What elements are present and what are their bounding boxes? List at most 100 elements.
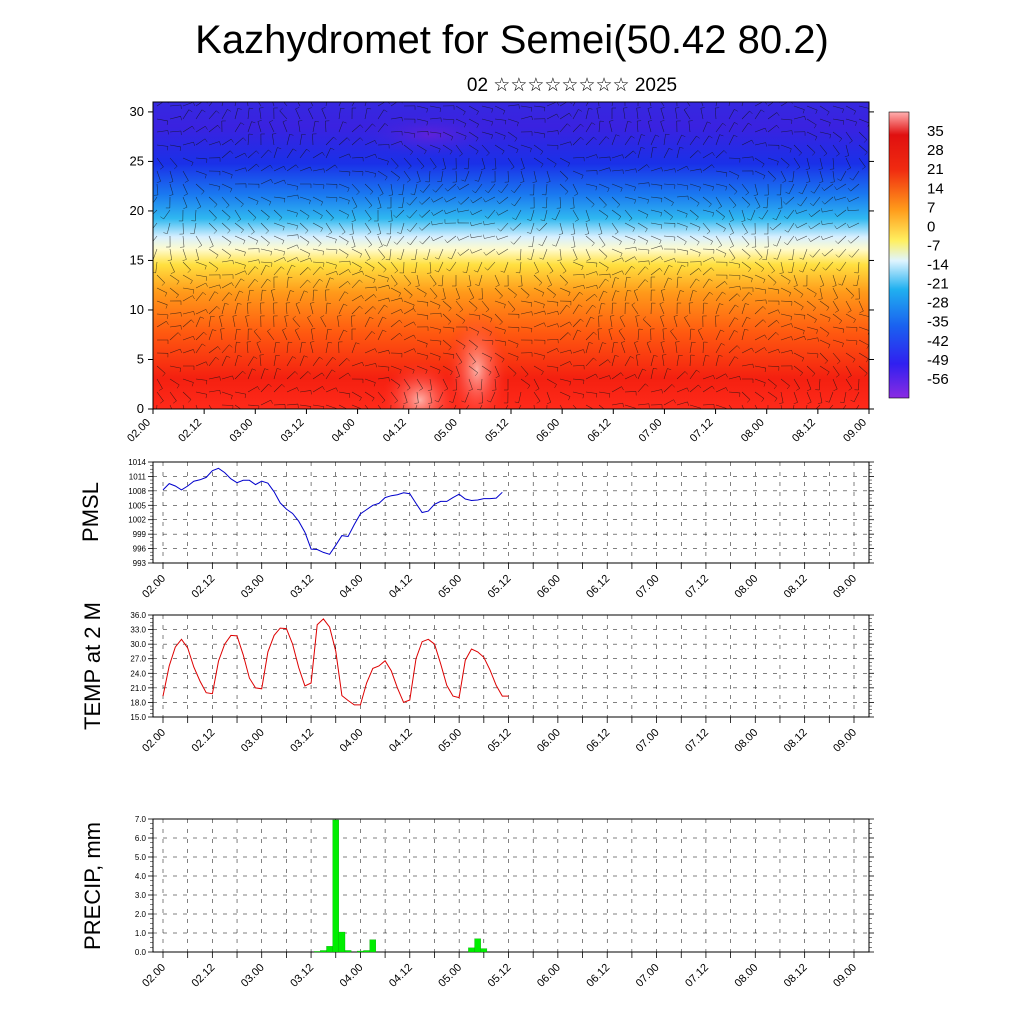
wind-barb <box>715 150 725 159</box>
wind-barb <box>337 316 340 328</box>
wind-barb-flag <box>483 251 487 256</box>
wind-barb-flag <box>191 382 194 387</box>
wind-barb <box>260 278 268 289</box>
wind-barb <box>767 287 779 291</box>
wind-barb <box>559 157 570 164</box>
wind-barb-flag <box>608 328 613 330</box>
wind-barb <box>401 196 405 208</box>
wind-barb <box>715 343 722 354</box>
wind-barb <box>559 349 571 354</box>
wind-barb-flag <box>834 186 837 190</box>
wind-barb <box>260 399 271 406</box>
wind-barb <box>156 130 168 133</box>
wind-barb <box>377 102 386 107</box>
wind-barb-flag <box>679 147 684 149</box>
wind-barb-flag <box>174 166 178 170</box>
wind-barb <box>325 235 337 240</box>
wind-barb-flag <box>206 102 208 104</box>
wind-barb <box>208 141 220 146</box>
wind-barb-flag <box>761 398 765 402</box>
wind-barb-flag <box>764 334 767 339</box>
wind-barb-flag <box>634 374 637 379</box>
wind-barb <box>544 209 548 221</box>
wind-barb <box>546 274 552 286</box>
wind-barb-flag <box>708 203 712 208</box>
wind-barb-flag <box>798 191 803 195</box>
wind-barb <box>442 378 449 390</box>
y-tick-label: 996 <box>133 545 147 554</box>
page-subtitle: 02 ☆☆☆☆☆☆☆☆ 2025 <box>466 75 678 96</box>
wind-barb <box>494 300 506 305</box>
wind-barb <box>351 391 362 398</box>
wind-barb <box>409 196 418 206</box>
wind-barb-flag <box>553 294 556 299</box>
wind-barb <box>793 352 804 359</box>
wind-barb <box>802 261 808 273</box>
wind-barb <box>832 339 844 344</box>
wind-barb <box>659 303 665 315</box>
wind-barb <box>403 334 414 341</box>
wind-barb <box>767 124 777 133</box>
wind-barb <box>458 235 470 241</box>
wind-barb-flag <box>614 355 619 357</box>
wind-barb <box>299 134 303 146</box>
wind-barb <box>676 264 683 276</box>
wind-barb <box>819 365 830 373</box>
wind-barb-flag <box>809 254 813 258</box>
x-tick-label: 07.00 <box>634 727 662 755</box>
wind-barb <box>559 196 562 208</box>
wind-barb-flag <box>371 267 375 272</box>
colorbar-label: -49 <box>927 352 949 369</box>
wind-barb <box>611 355 616 367</box>
wind-barb-flag <box>243 240 246 245</box>
wind-barb-flag <box>167 259 172 261</box>
wind-barb-flag <box>622 154 624 159</box>
wind-barb-flag <box>661 389 663 394</box>
wind-barb-flag <box>615 290 620 293</box>
wind-barb <box>468 365 478 373</box>
wind-barb-flag <box>786 165 790 169</box>
wind-barb <box>611 102 614 107</box>
wind-barb <box>611 154 623 159</box>
panel-frame <box>152 614 870 718</box>
wind-barb <box>432 235 444 242</box>
wind-barb-flag <box>842 120 845 125</box>
wind-barb <box>481 105 493 109</box>
wind-barb-flag <box>809 203 814 206</box>
wind-barb <box>195 316 201 328</box>
wind-barb <box>572 391 584 395</box>
wind-barb <box>468 300 478 309</box>
wind-barb <box>702 209 714 213</box>
wind-barb-flag <box>531 116 533 121</box>
wind-barb <box>195 125 206 133</box>
wind-barb <box>741 209 746 221</box>
wind-barb <box>754 142 766 146</box>
wind-barb-flag <box>594 410 596 413</box>
wind-barb-flag <box>557 311 559 316</box>
wind-barb-flag <box>499 295 503 299</box>
wind-barb <box>312 386 323 393</box>
wind-barb <box>247 259 259 263</box>
wind-barb-flag <box>763 279 766 284</box>
wind-barb-flag <box>253 328 258 332</box>
wind-barb-flag <box>634 289 639 291</box>
wind-barb <box>845 313 856 320</box>
wind-barb-flag <box>388 194 393 196</box>
wind-barb <box>598 121 601 133</box>
wind-barb <box>494 313 503 323</box>
wind-barb <box>449 261 457 272</box>
wind-barb <box>258 102 262 107</box>
wind-barb <box>776 235 782 247</box>
wind-barb-flag <box>565 191 569 195</box>
wind-barb-flag <box>859 310 864 313</box>
heat-y-tick-label: 25 <box>130 153 144 168</box>
wind-barb <box>292 318 301 328</box>
wind-barb-flag <box>660 315 665 317</box>
wind-barb <box>559 391 571 397</box>
wind-barb <box>822 235 834 241</box>
wind-barb <box>513 235 522 245</box>
wind-barb-flag <box>753 194 758 196</box>
wind-barb-flag <box>661 289 666 291</box>
wind-barb <box>497 235 509 240</box>
